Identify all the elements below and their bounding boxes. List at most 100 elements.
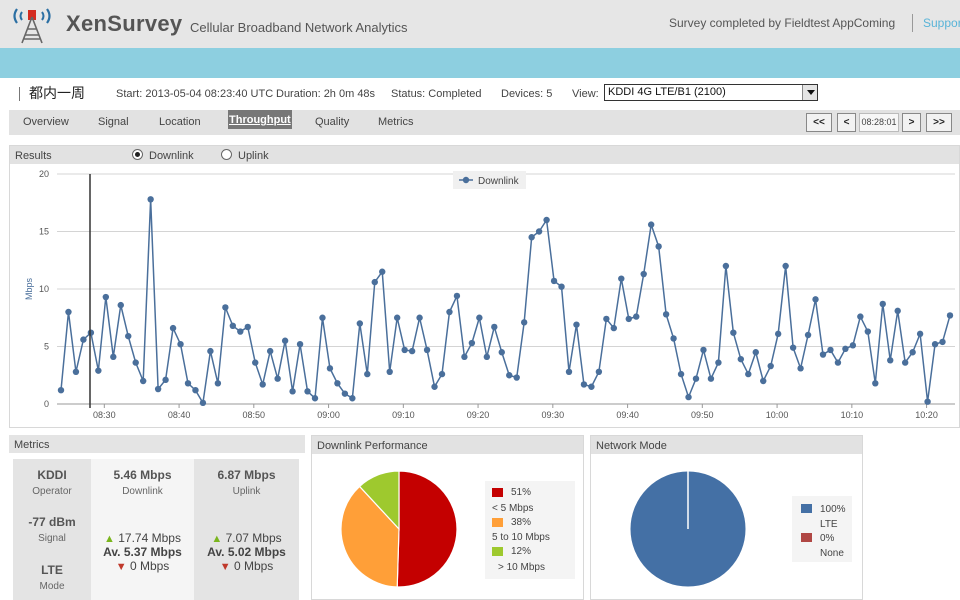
data-point (468, 339, 476, 347)
header-divider (912, 14, 913, 32)
data-point (207, 347, 214, 355)
data-point (95, 367, 102, 374)
metrics-col-mid (91, 459, 194, 600)
metrics-col-right (194, 459, 299, 600)
app-header: XenSurvey Cellular Broadband Network Ana… (0, 0, 960, 48)
banner-strip (0, 48, 960, 78)
data-point (685, 393, 692, 401)
data-point (476, 314, 483, 321)
uplink-radio[interactable] (221, 149, 232, 160)
data-point (408, 347, 416, 355)
network-mode-panel: Network Mode 100% LTE 0% None (590, 435, 863, 600)
data-point (946, 312, 954, 319)
data-point (222, 304, 229, 311)
data-point (57, 387, 65, 394)
uplink-max: 7.07 Mbps (225, 531, 282, 545)
downlink-radio-label[interactable]: Downlink (149, 150, 194, 162)
survey-devices: Devices: 5 (501, 88, 553, 100)
data-point (827, 346, 834, 354)
triangle-down-icon: ▼ (219, 561, 231, 573)
data-point (498, 349, 505, 356)
triangle-up-icon: ▲ (104, 533, 115, 545)
x-tick-label: 09:00 (317, 410, 340, 420)
data-point (610, 324, 618, 332)
data-point (588, 383, 595, 390)
nav-last-button[interactable]: >> (926, 113, 952, 132)
data-point (349, 395, 356, 402)
network-mode-legend: 100% LTE 0% None (792, 496, 852, 562)
results-title: Results (15, 150, 52, 162)
data-point (819, 351, 827, 358)
data-point (326, 365, 334, 372)
data-point (520, 319, 528, 326)
data-point (154, 385, 162, 393)
data-point (513, 374, 520, 381)
dropdown-arrow-button[interactable] (802, 85, 817, 100)
tab-quality[interactable]: Quality (315, 116, 350, 128)
network-mode-title: Network Mode (591, 436, 862, 454)
data-point (931, 341, 939, 348)
support-link[interactable]: Support (923, 16, 960, 30)
survey-info-bar: 都内一周 Start: 2013-05-04 08:23:40 UTC Dura… (0, 80, 960, 106)
data-point (647, 221, 655, 228)
data-point (252, 359, 259, 366)
data-point (901, 359, 909, 366)
data-point (506, 372, 513, 379)
data-point (214, 380, 222, 387)
tab-throughput[interactable]: Throughput (228, 110, 292, 129)
data-point (110, 353, 117, 361)
tab-location[interactable]: Location (159, 116, 201, 128)
data-point (528, 234, 535, 241)
x-tick-label: 09:10 (392, 410, 415, 420)
data-point (700, 346, 707, 354)
downlink-value: 5.46 Mbps (113, 468, 172, 482)
data-point (199, 399, 207, 407)
data-point (677, 370, 685, 378)
legend-label-2: 5 to 10 Mbps (492, 532, 550, 543)
downlink-performance-legend: 51% < 5 Mbps 38% 5 to 10 Mbps 12% > 10 M… (485, 481, 575, 579)
throughput-line-chart[interactable]: 0 5 10 15 20 08:30 08:40 08:50 09:00 09:10 09:20 09… (10, 165, 959, 427)
tab-signal[interactable]: Signal (98, 116, 129, 128)
nav-prev-button[interactable]: < (837, 113, 856, 132)
data-point (745, 370, 752, 378)
x-tick-label: 10:10 (841, 410, 864, 420)
x-tick-label: 08:30 (93, 410, 116, 420)
nav-next-button[interactable]: > (902, 113, 921, 132)
data-point (162, 376, 169, 384)
data-point (774, 330, 782, 338)
data-point (401, 346, 408, 354)
tab-metrics[interactable]: Metrics (378, 116, 414, 128)
data-point (812, 296, 819, 303)
data-point (730, 329, 737, 336)
data-point (379, 268, 386, 275)
mode-label: Mode (39, 581, 65, 592)
data-point (177, 341, 184, 348)
data-point (117, 301, 124, 309)
mode-cell: LTE Mode (13, 563, 91, 592)
data-point (453, 292, 461, 300)
uplink-stats: ▲ 7.07 Mbps Av. 5.02 Mbps ▼ 0 Mbps (194, 531, 299, 573)
data-point (311, 395, 319, 402)
survey-duration: Duration: 2h 0m 48s (276, 88, 376, 100)
uplink-radio-label[interactable]: Uplink (238, 150, 269, 162)
pie-slice (396, 470, 458, 588)
legend-swatch-blue (801, 504, 812, 513)
app-name: XenSurvey (66, 11, 183, 36)
view-select[interactable]: KDDI 4G LTE/B1 (2100) (604, 84, 818, 101)
data-point (603, 315, 610, 323)
metrics-col-left (13, 459, 91, 600)
survey-name: 都内一周 (29, 86, 85, 102)
downlink-radio[interactable] (132, 149, 143, 160)
data-point (184, 380, 192, 387)
y-tick-label: 5 (44, 342, 49, 352)
data-point (431, 383, 438, 390)
legend-label-lte: LTE (820, 519, 838, 530)
legend-label-1: < 5 Mbps (492, 503, 534, 514)
data-point (491, 323, 498, 331)
legend-marker (462, 176, 470, 184)
data-point (804, 331, 812, 339)
nav-first-button[interactable]: << (806, 113, 832, 132)
data-point (655, 243, 662, 250)
tab-overview[interactable]: Overview (23, 116, 69, 128)
data-point (423, 346, 431, 354)
